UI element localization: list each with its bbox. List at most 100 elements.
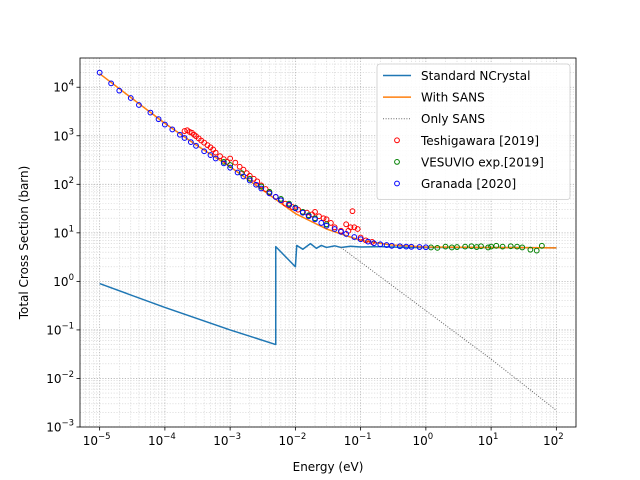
legend-label-granada-2020: Granada [2020] bbox=[421, 177, 516, 191]
data-point-granada-2020 bbox=[136, 102, 142, 108]
legend-swatch-granada-2020 bbox=[394, 180, 400, 187]
x-axis-title: Energy (eV) bbox=[293, 460, 364, 474]
data-point-granada-2020 bbox=[357, 236, 364, 243]
series-line-only-sans bbox=[340, 247, 557, 411]
data-point-granada-2020 bbox=[177, 131, 183, 138]
legend: Standard NCrystal With SANS Only SANS Teshi… bbox=[376, 63, 571, 201]
data-point-granada-2020 bbox=[343, 231, 350, 237]
x-tick-label: 102 bbox=[543, 432, 564, 448]
series-line-with-sans bbox=[99, 73, 557, 249]
legend-swatch-teshigawara-2019 bbox=[394, 137, 400, 144]
data-point-teshigawara-2019 bbox=[347, 224, 354, 231]
data-point-vesuvio-exp-2019 bbox=[533, 247, 540, 254]
y-tick-label: 10−1 bbox=[46, 321, 74, 337]
data-point-vesuvio-exp-2019 bbox=[485, 244, 492, 251]
data-point-granada-2020 bbox=[127, 95, 134, 101]
data-point-granada-2020 bbox=[253, 181, 260, 188]
data-point-granada-2020 bbox=[305, 213, 312, 220]
x-axis-ticks: 10−5 10−4 10−3 10−2 10−1 100 101 102 bbox=[83, 427, 564, 448]
data-point-vesuvio-exp-2019 bbox=[462, 243, 469, 250]
data-point-granada-2020 bbox=[161, 121, 168, 128]
y-axis-ticks: 10−3 10−2 10−1 100 101 102 103 104 bbox=[46, 79, 80, 435]
data-point-teshigawara-2019 bbox=[212, 149, 219, 156]
data-point-vesuvio-exp-2019 bbox=[507, 243, 514, 250]
data-point-granada-2020 bbox=[227, 164, 234, 171]
data-point-teshigawara-2019 bbox=[227, 155, 234, 162]
y-tick-label: 103 bbox=[53, 127, 74, 143]
data-point-teshigawara-2019 bbox=[224, 158, 231, 165]
data-point-granada-2020 bbox=[240, 173, 247, 180]
data-point-granada-2020 bbox=[147, 109, 154, 116]
data-point-teshigawara-2019 bbox=[331, 224, 338, 231]
data-point-vesuvio-exp-2019 bbox=[527, 246, 534, 253]
data-point-teshigawara-2019 bbox=[357, 234, 364, 241]
data-point-granada-2020 bbox=[201, 148, 208, 155]
data-point-granada-2020 bbox=[272, 194, 279, 200]
data-point-teshigawara-2019 bbox=[351, 224, 358, 231]
data-point-granada-2020 bbox=[207, 152, 214, 158]
data-point-granada-2020 bbox=[169, 126, 176, 133]
data-point-vesuvio-exp-2019 bbox=[538, 242, 545, 249]
data-point-granada-2020 bbox=[351, 234, 358, 240]
data-point-granada-2020 bbox=[416, 244, 423, 250]
data-point-vesuvio-exp-2019 bbox=[442, 243, 449, 250]
data-point-granada-2020 bbox=[193, 142, 199, 149]
y-axis-title: Total Cross Section (barn) bbox=[17, 166, 31, 321]
x-tick-label: 100 bbox=[413, 432, 434, 448]
legend-label-with-sans: With SANS bbox=[421, 91, 485, 105]
data-point-granada-2020 bbox=[338, 228, 344, 235]
y-tick-label: 10−3 bbox=[46, 419, 74, 435]
legend-box bbox=[376, 63, 571, 201]
y-tick-label: 100 bbox=[53, 273, 74, 289]
data-point-granada-2020 bbox=[116, 87, 123, 94]
data-point-granada-2020 bbox=[397, 243, 403, 250]
data-point-granada-2020 bbox=[258, 185, 265, 192]
data-point-vesuvio-exp-2019 bbox=[434, 244, 441, 251]
y-tick-label: 10−2 bbox=[46, 370, 74, 386]
legend-label-teshigawara-2019: Teshigawara [2019] bbox=[420, 134, 539, 148]
data-point-teshigawara-2019 bbox=[349, 208, 356, 215]
data-point-granada-2020 bbox=[246, 177, 253, 184]
x-tick-label: 10−3 bbox=[213, 432, 241, 448]
data-point-granada-2020 bbox=[292, 205, 299, 212]
data-point-granada-2020 bbox=[371, 240, 377, 247]
data-point-granada-2020 bbox=[323, 222, 330, 229]
data-point-vesuvio-exp-2019 bbox=[246, 175, 253, 182]
data-point-granada-2020 bbox=[331, 226, 338, 232]
data-point-granada-2020 bbox=[365, 238, 371, 245]
data-point-granada-2020 bbox=[234, 169, 241, 176]
x-tick-label: 10−5 bbox=[83, 432, 111, 448]
legend-label-only-sans: Only SANS bbox=[421, 112, 485, 126]
y-tick-label: 102 bbox=[53, 176, 74, 192]
data-point-granada-2020 bbox=[108, 80, 115, 87]
data-point-teshigawara-2019 bbox=[254, 178, 261, 185]
data-point-granada-2020 bbox=[181, 135, 188, 141]
data-point-vesuvio-exp-2019 bbox=[493, 242, 500, 249]
data-point-granada-2020 bbox=[299, 209, 306, 216]
x-tick-label: 101 bbox=[478, 432, 499, 448]
data-point-teshigawara-2019 bbox=[354, 226, 361, 232]
data-point-granada-2020 bbox=[187, 139, 194, 146]
data-point-vesuvio-exp-2019 bbox=[478, 243, 484, 250]
data-point-teshigawara-2019 bbox=[320, 215, 327, 222]
x-tick-label: 10−1 bbox=[344, 432, 372, 448]
y-tick-label: 101 bbox=[53, 224, 74, 240]
data-point-vesuvio-exp-2019 bbox=[258, 183, 265, 190]
y-tick-label: 104 bbox=[53, 79, 74, 95]
data-point-granada-2020 bbox=[155, 116, 162, 123]
data-point-granada-2020 bbox=[422, 244, 429, 251]
data-point-granada-2020 bbox=[96, 69, 103, 76]
data-point-teshigawara-2019 bbox=[236, 163, 243, 170]
data-point-granada-2020 bbox=[388, 242, 395, 249]
plot-series bbox=[96, 69, 557, 411]
data-point-granada-2020 bbox=[377, 241, 384, 248]
data-point-vesuvio-exp-2019 bbox=[454, 244, 460, 250]
x-tick-label: 10−2 bbox=[278, 432, 306, 448]
legend-swatch-vesuvio-exp-2019 bbox=[394, 159, 400, 165]
data-point-granada-2020 bbox=[212, 155, 219, 162]
data-point-granada-2020 bbox=[220, 160, 227, 167]
data-point-granada-2020 bbox=[286, 201, 292, 208]
data-point-vesuvio-exp-2019 bbox=[227, 162, 234, 168]
data-point-teshigawara-2019 bbox=[217, 153, 223, 160]
data-point-teshigawara-2019 bbox=[312, 209, 318, 215]
